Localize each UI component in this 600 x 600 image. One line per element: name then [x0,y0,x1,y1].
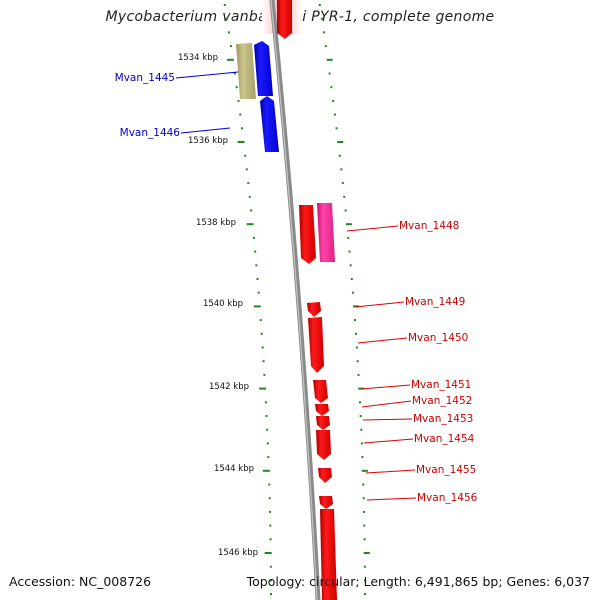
gene-label-mvan-1454: Mvan_1454 [414,433,475,445]
ruler-label-1544: 1544 kbp [214,464,254,474]
reverse-leader-lines [175,71,239,134]
ruler-label-1546: 1546 kbp [218,548,258,558]
forward-leader-lines [346,225,417,501]
leader-mvan-1450 [357,337,408,344]
leader-mvan-1455 [365,469,416,474]
gene-mvan-1454 [316,430,331,460]
leader-mvan-1446 [180,127,231,134]
gene-mvan-1445 [254,41,273,96]
gene-mvan-1456-a [319,496,333,509]
gene-mvan-1448 [299,205,316,264]
gene-label-mvan-1449: Mvan_1449 [405,296,465,308]
gene-label-mvan-1448: Mvan_1448 [399,220,459,232]
gene-label-mvan-1445: Mvan_1445 [115,72,175,84]
gene-mvan-1450 [308,317,324,373]
gene-label-mvan-1452: Mvan_1452 [412,395,472,407]
ruler-label-1536: 1536 kbp [188,136,228,146]
accession-text: Accession: NC_008726 [9,574,152,589]
gene-mvan-1452 [315,404,329,416]
gene-mvan-1445-rna [236,43,256,99]
ruler-label-1540: 1540 kbp [203,299,243,309]
gene-mvan-1451 [313,380,328,403]
gene-mvan-1456-b [320,509,337,600]
ruler-ticks-inner [223,4,272,596]
gene-mvan-1446 [260,96,279,152]
leader-mvan-1445 [175,71,239,79]
gene-label-mvan-1451: Mvan_1451 [411,379,471,391]
leader-mvan-1448 [346,225,399,232]
leader-mvan-1451 [360,384,411,390]
leader-mvan-1454 [363,438,414,444]
gene-label-mvan-1446: Mvan_1446 [120,127,181,139]
gene-mvan-1453 [316,416,330,430]
gene-mvan-1449 [307,302,321,317]
ruler-label-1538: 1538 kbp [196,218,236,228]
gene-mvan-1448-pink [317,203,335,262]
topology-text: Topology: circular; Length: 6,491,865 bp… [246,574,590,589]
gene-mvan-1455 [318,468,332,483]
ruler-label-1542: 1542 kbp [209,382,249,392]
leader-mvan-1449 [354,301,405,308]
leader-mvan-1453 [362,418,413,421]
leader-mvan-1452 [361,400,412,408]
gene-label-mvan-1455: Mvan_1455 [416,464,476,476]
genome-backbone [269,0,321,600]
genome-backbone-highlight [270,0,318,600]
ruler-ticks-outer [318,4,370,596]
ruler-label-1534: 1534 kbp [178,53,218,63]
gene-arrow-top [277,0,292,39]
leader-mvan-1456 [366,497,417,501]
gene-label-mvan-1456: Mvan_1456 [417,492,478,504]
gene-label-mvan-1450: Mvan_1450 [408,332,468,344]
gene-label-mvan-1453: Mvan_1453 [413,413,473,425]
